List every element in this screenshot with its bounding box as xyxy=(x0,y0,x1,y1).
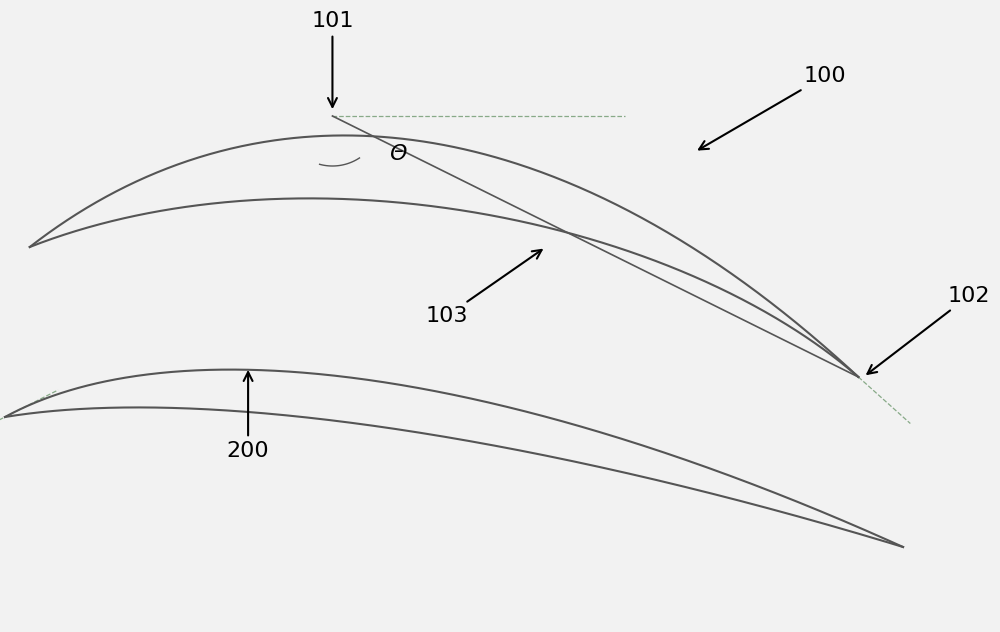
Text: 200: 200 xyxy=(227,372,269,461)
Text: 103: 103 xyxy=(425,250,542,326)
Text: Θ: Θ xyxy=(389,144,407,164)
Text: 102: 102 xyxy=(867,286,990,374)
Text: 100: 100 xyxy=(699,66,846,149)
Text: 101: 101 xyxy=(311,11,354,107)
